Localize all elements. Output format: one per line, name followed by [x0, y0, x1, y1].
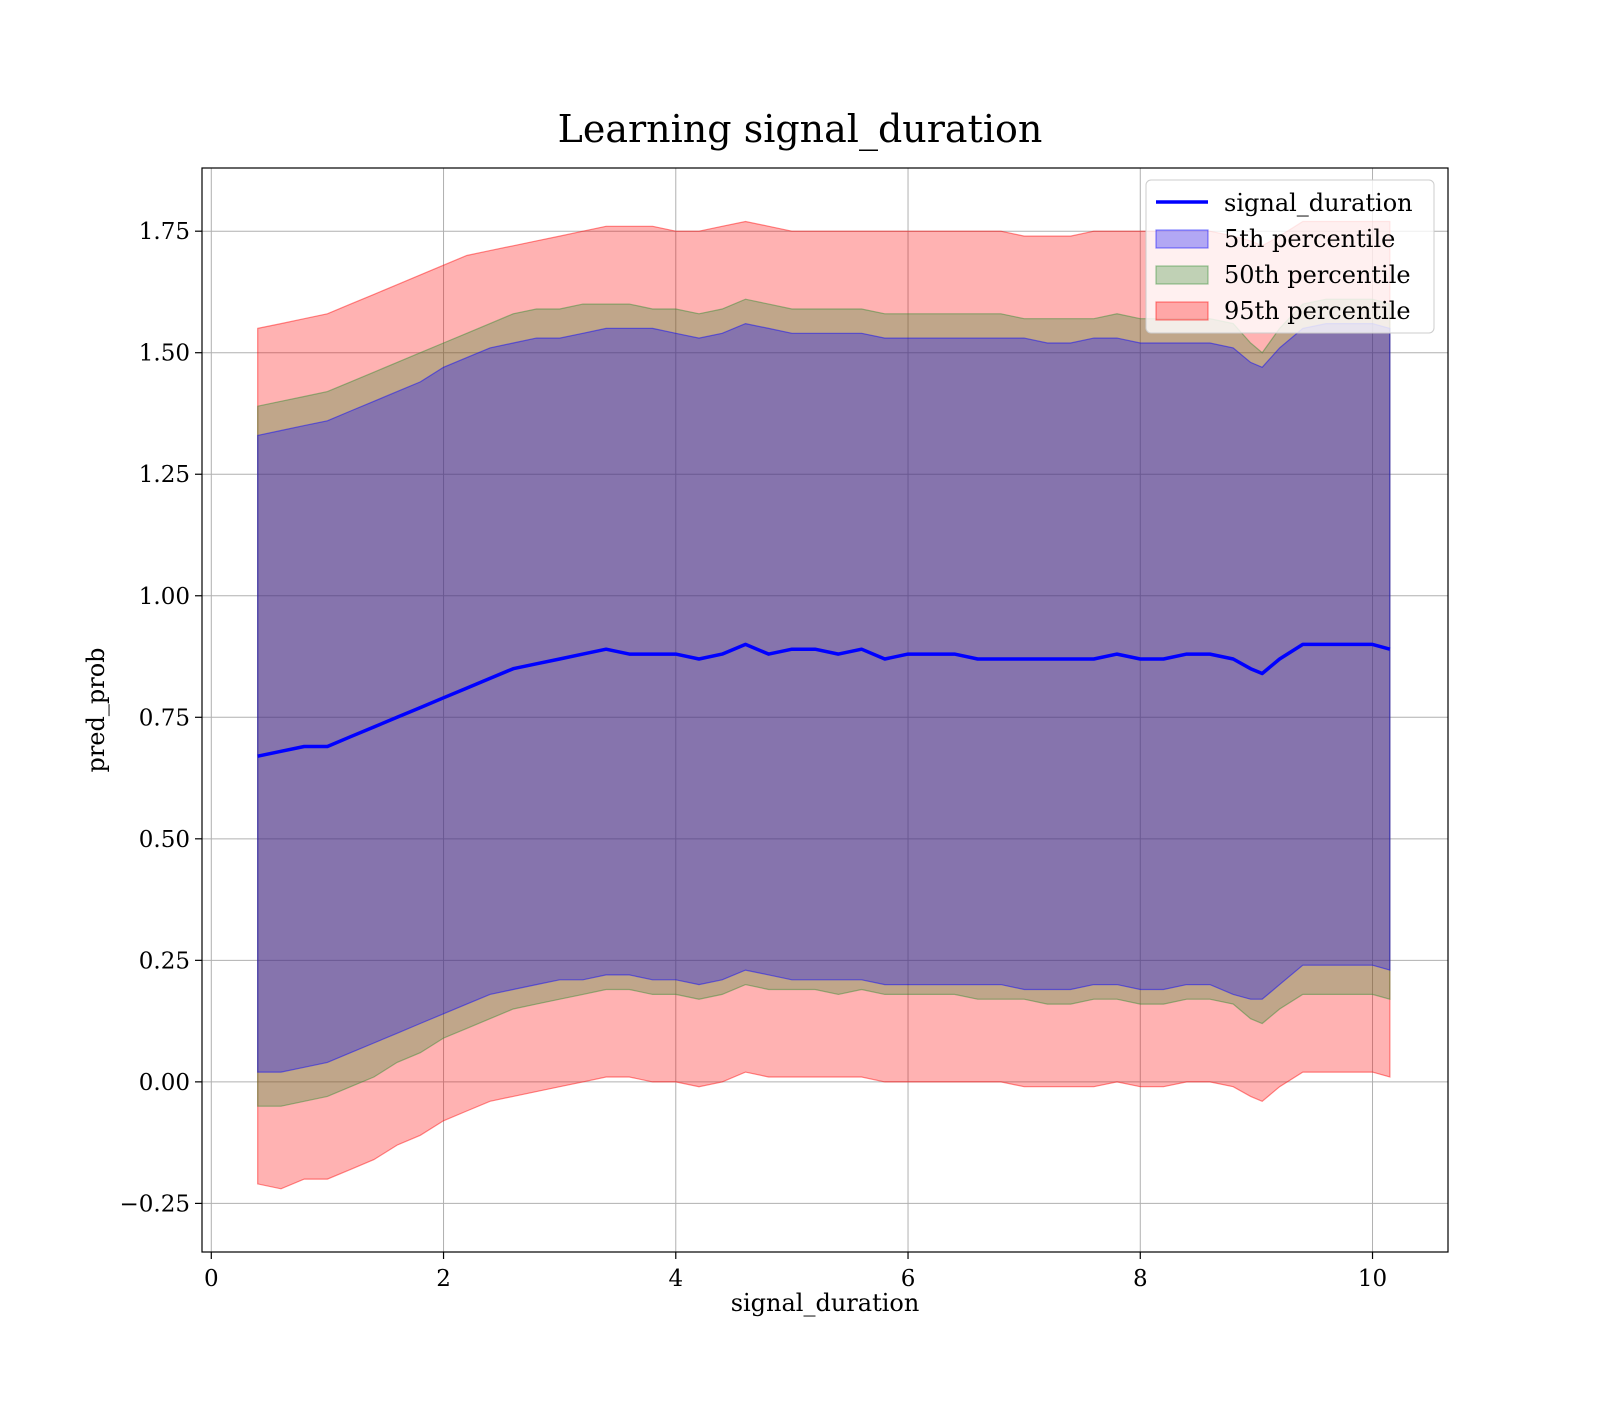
y-tick-label: 0.00: [139, 1070, 190, 1096]
x-tick-label: 8: [1133, 1266, 1148, 1292]
y-axis-ticks: −0.25 0.00 0.25 0.50 0.75 1.00 1.25 1.50 1.75: [120, 219, 202, 1217]
y-tick-label: 0.25: [139, 948, 190, 974]
y-tick-label: 1.75: [139, 219, 190, 245]
legend-label-50th-percentile: 50th percentile: [1224, 261, 1411, 289]
x-tick-label: 2: [436, 1266, 451, 1292]
legend-label-5th-percentile: 5th percentile: [1224, 225, 1395, 253]
legend-label-95th-percentile: 95th percentile: [1224, 297, 1411, 325]
y-tick-label: 1.25: [139, 462, 190, 488]
legend-box: [1145, 179, 1435, 334]
plot-frame: [201, 167, 1449, 1253]
x-axis-ticks: 0 2 4 6 8 10: [204, 1252, 1387, 1292]
y-axis-label: pred_prob: [82, 647, 110, 772]
x-tick-label: 4: [668, 1266, 683, 1292]
chart-title: Learning signal_duration: [558, 107, 1043, 152]
y-tick-label: 0.75: [139, 705, 190, 731]
x-tick-label: 0: [204, 1266, 219, 1292]
y-tick-label: −0.25: [120, 1191, 190, 1217]
y-tick-label: 0.50: [139, 827, 190, 853]
legend: signal_duration 5th percentile 50th percen…: [1145, 179, 1435, 334]
y-tick-label: 1.50: [139, 341, 190, 367]
line-series: [257, 642, 1391, 758]
x-axis-label: signal_duration: [731, 1289, 920, 1317]
5th-percentile-band: [257, 322, 1391, 1073]
legend-swatch-5th-percentile: [1155, 229, 1209, 249]
y-tick-label: 1.00: [139, 584, 190, 610]
signal-duration-line: [257, 642, 1391, 758]
legend-swatch-95th-percentile: [1155, 301, 1209, 321]
legend-swatch-50th-percentile: [1155, 265, 1209, 285]
x-tick-label: 10: [1358, 1266, 1387, 1292]
grid-lines: [202, 168, 1448, 1252]
50th-percentile-band: [257, 298, 1391, 1107]
95th-percentile-band: [257, 220, 1391, 1190]
legend-label-signal-duration: signal_duration: [1224, 189, 1413, 217]
x-tick-label: 6: [901, 1266, 916, 1292]
percentile-bands: [257, 220, 1391, 1190]
